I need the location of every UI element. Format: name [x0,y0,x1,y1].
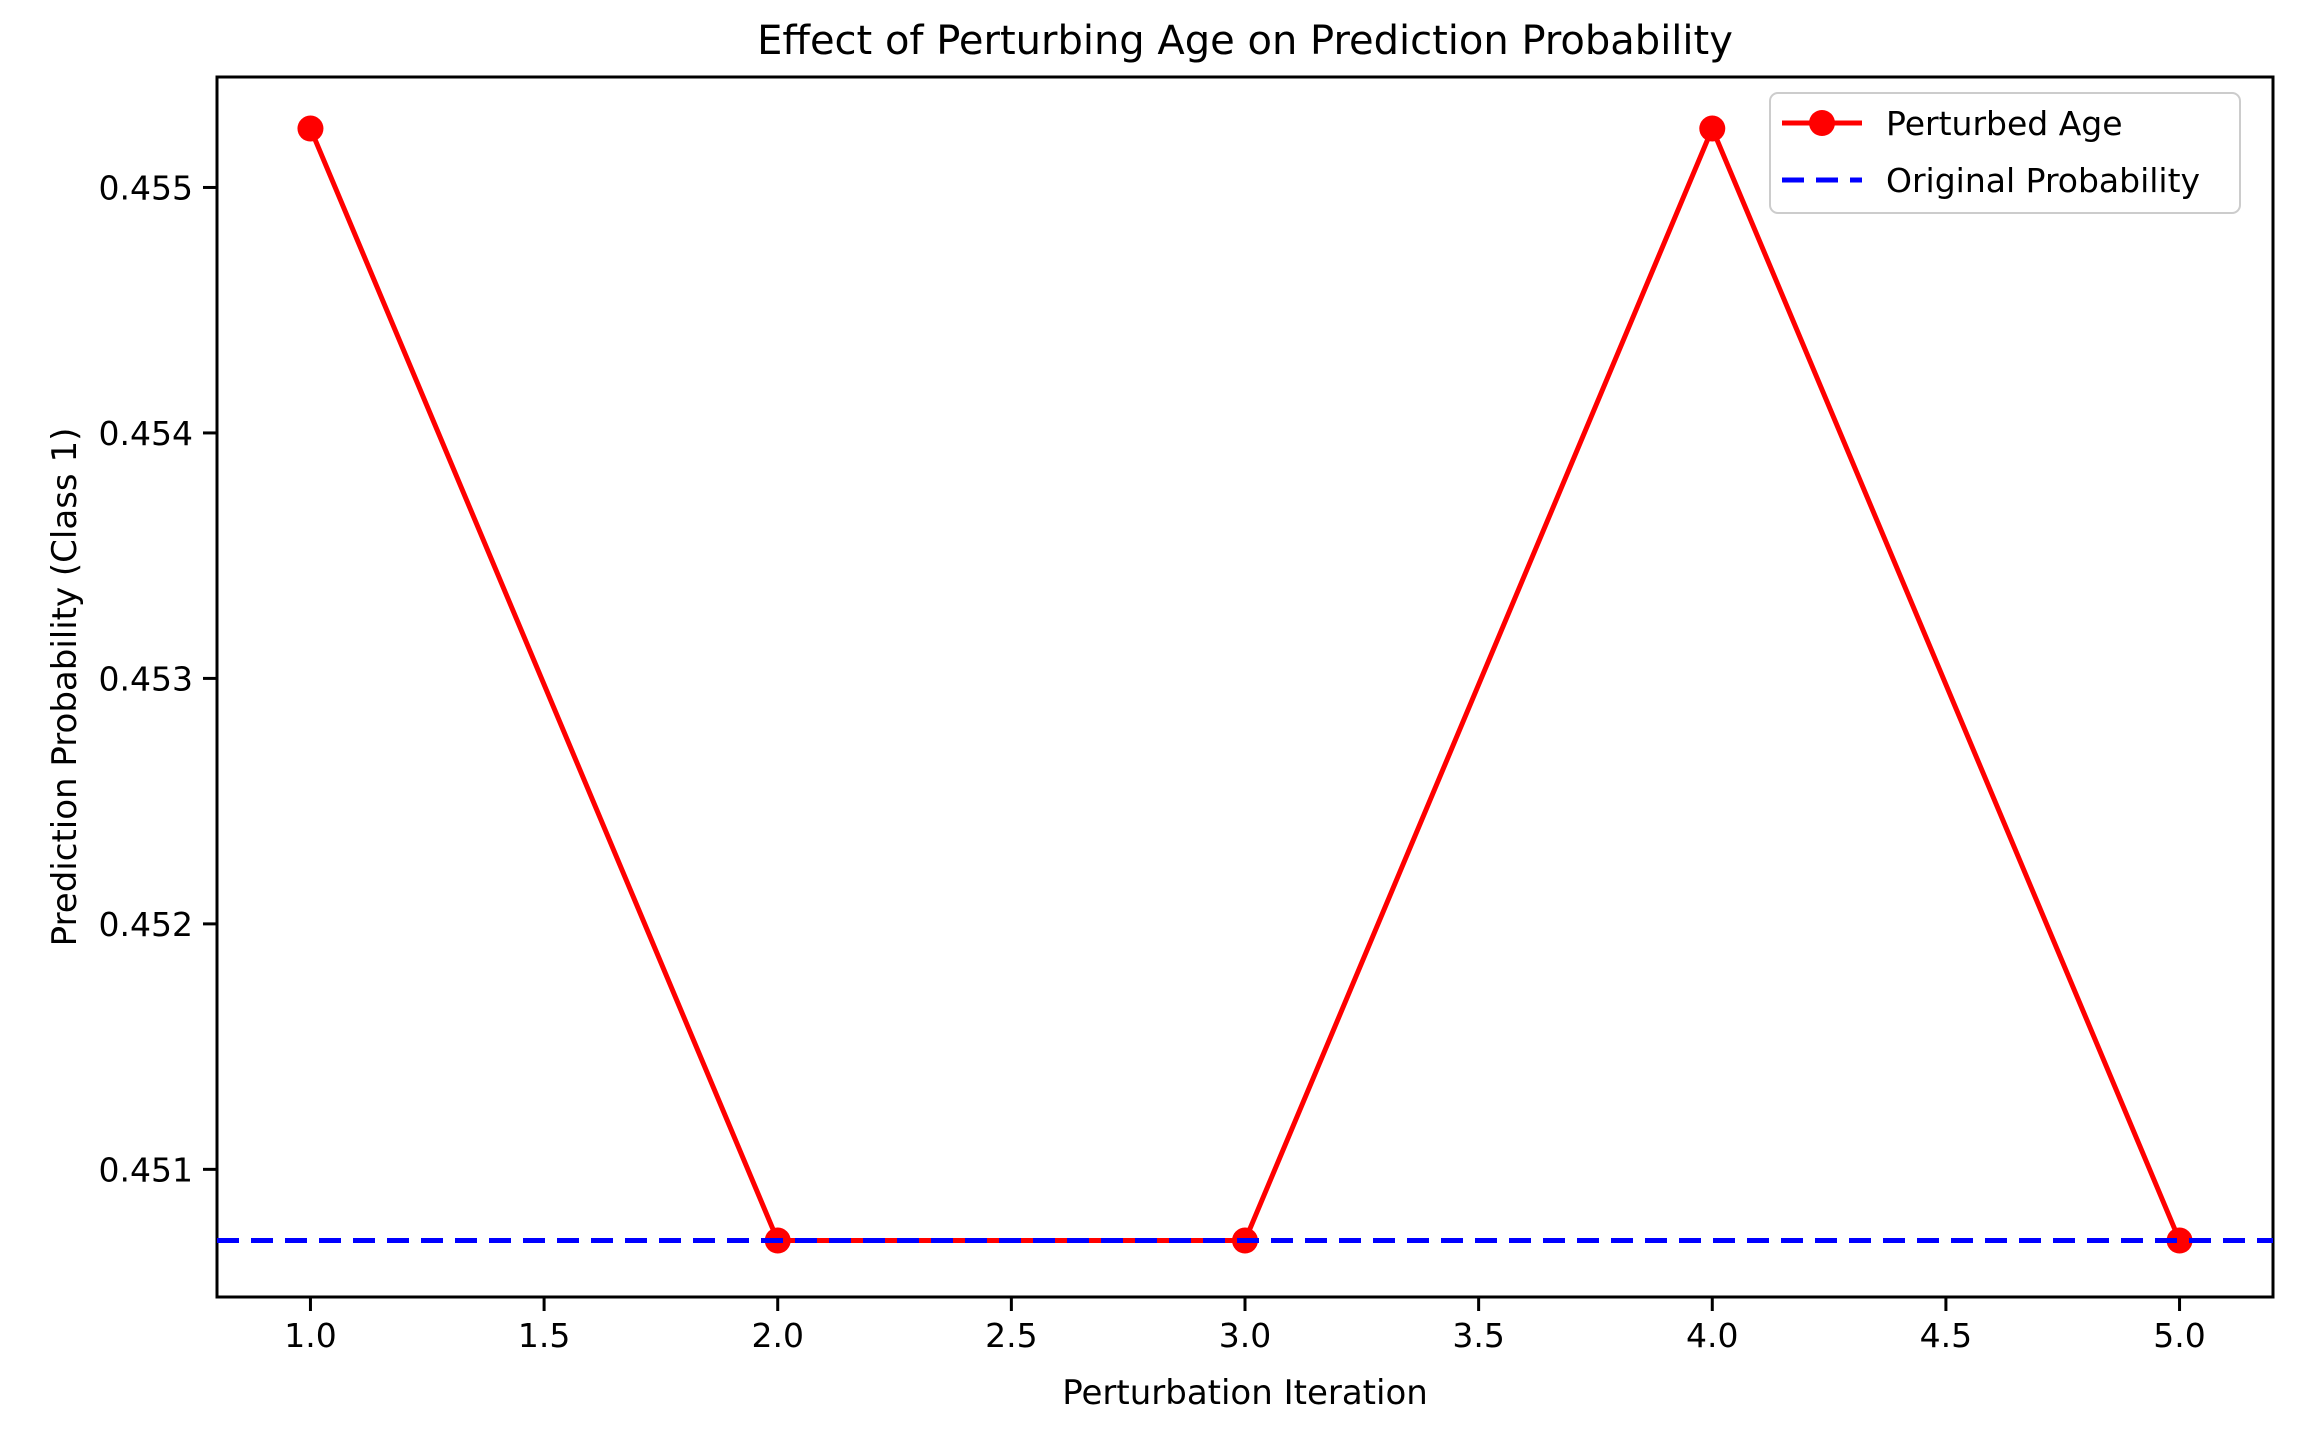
y-axis-ticks: 0.451 0.452 0.453 0.454 0.455 [99,168,217,1189]
perturbed-age-point [2166,1227,2193,1254]
x-tick-label: 3.5 [1452,1316,1504,1355]
y-tick-label: 0.454 [99,414,193,453]
y-tick-label: 0.455 [99,168,193,207]
x-axis-label: Perturbation Iteration [1062,1373,1428,1413]
x-tick-label: 2.5 [985,1316,1037,1355]
legend-box [1769,92,2241,214]
y-tick-label: 0.452 [99,905,193,944]
x-tick-label: 2.0 [751,1316,803,1355]
y-tick-label: 0.453 [99,659,193,698]
x-tick-label: 3.0 [1219,1316,1271,1355]
x-tick-label: 1.5 [518,1316,570,1355]
plot-frame [215,75,2275,1299]
legend-marker-perturbed-age [1809,110,1835,136]
perturbed-age-point [1699,115,1726,142]
legend-label-original-probability: Original Probability [1886,161,2200,200]
perturbed-age-line [308,122,2182,1244]
legend: Perturbed Age Original Probability [1769,92,2241,214]
chart-title: Effect of Perturbing Age on Prediction P… [757,18,1733,64]
y-axis-label: Prediction Probability (Class 1) [45,428,85,947]
x-tick-label: 5.0 [2153,1316,2205,1355]
y-tick-label: 0.451 [99,1150,193,1189]
x-tick-label: 4.0 [1686,1316,1738,1355]
legend-label-perturbed-age: Perturbed Age [1886,104,2123,143]
x-tick-label: 4.5 [1920,1316,1972,1355]
x-axis-ticks: 1.0 1.5 2.0 2.5 3.0 3.5 4.0 4.5 5.0 [284,1297,2206,1355]
x-tick-label: 1.0 [284,1316,336,1355]
plot-area: 1.0 1.5 2.0 2.5 3.0 3.5 4.0 4.5 5.0 0.4510.4520.… [99,75,2275,1355]
perturbed-age-point [297,115,324,142]
series-layer [217,115,2273,1254]
